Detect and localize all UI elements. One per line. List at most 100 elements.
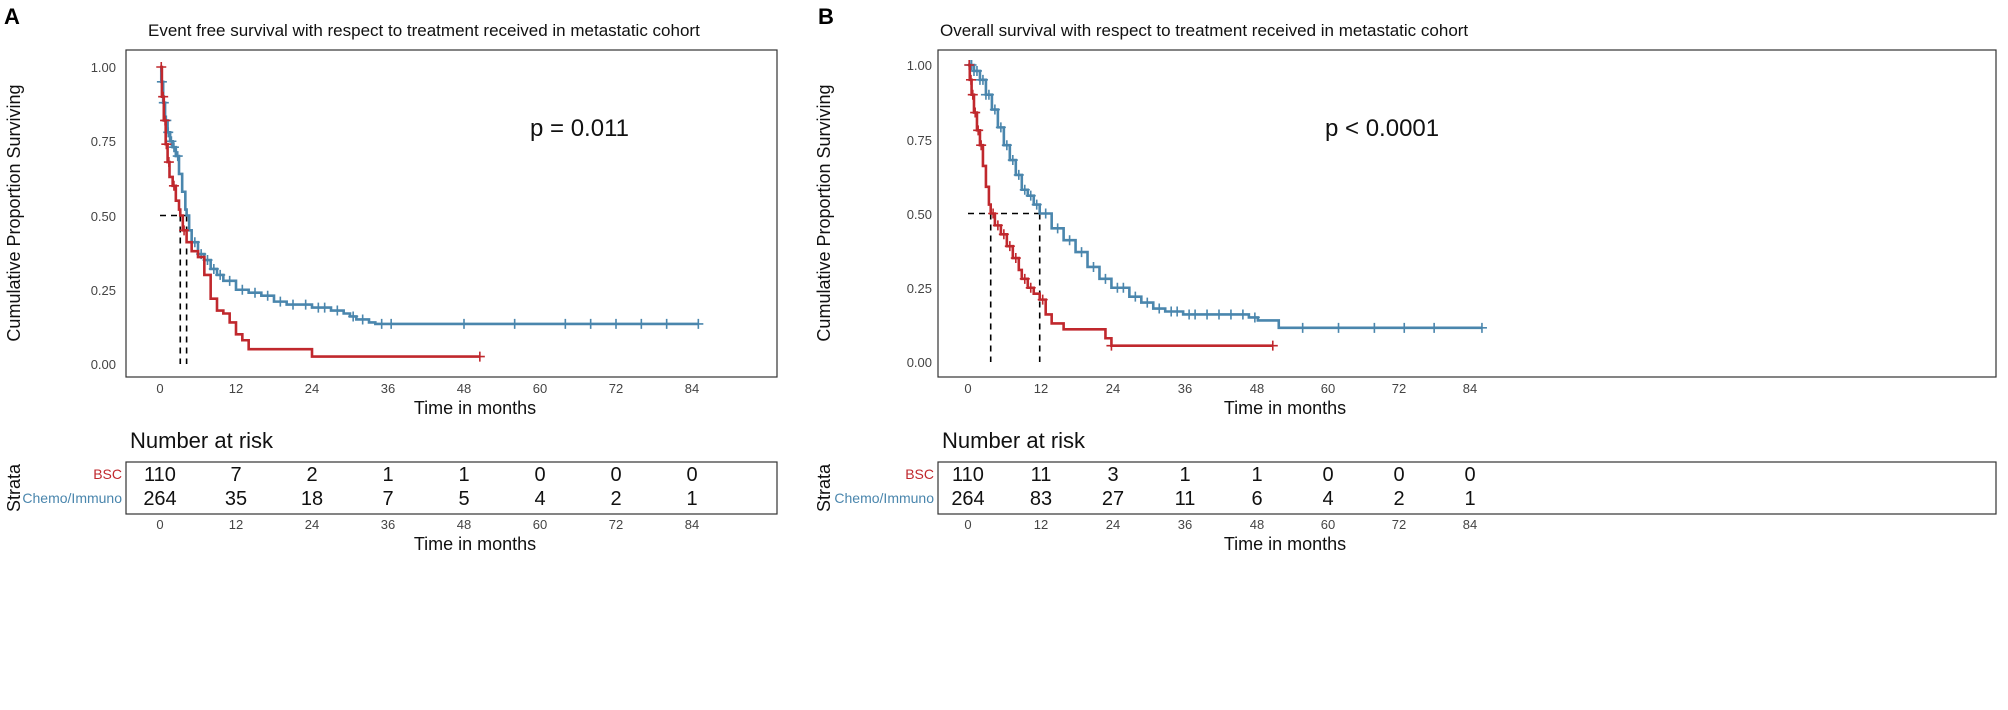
panel-b-y-ticks: 0.00 0.25 0.50 0.75 1.00 xyxy=(907,58,932,370)
risk-value: 0 xyxy=(1393,464,1404,486)
risk-value: 0 xyxy=(1322,464,1333,486)
panel-b-ytick-label: 0.00 xyxy=(907,355,932,370)
censor-mark xyxy=(168,142,179,153)
survival-curve-chemo-immuno xyxy=(968,63,1482,330)
censor-mark xyxy=(1399,322,1410,333)
censor-mark xyxy=(1025,282,1036,293)
risk-value: 110 xyxy=(952,464,984,486)
risk-xtick-label: 12 xyxy=(1034,517,1048,532)
risk-value: 1 xyxy=(1251,464,1262,486)
censor-mark xyxy=(1118,282,1129,293)
censor-mark xyxy=(459,318,469,329)
censor-mark xyxy=(1040,208,1051,219)
censor-mark xyxy=(998,229,1009,240)
censor-mark xyxy=(976,140,987,151)
censor-mark xyxy=(172,151,183,162)
panel-a-label: A xyxy=(4,4,20,29)
survival-curve-bsc xyxy=(160,65,480,358)
censor-mark xyxy=(357,314,368,325)
panel-b-xtick-label: 60 xyxy=(1321,381,1335,396)
panel-a-ytick-label: 1.00 xyxy=(91,60,116,75)
panel-b-strata-bsc: BSC xyxy=(905,466,934,482)
panel-a-strata-label: Strata xyxy=(4,463,24,512)
censor-mark xyxy=(509,318,520,329)
panel-a-risk-frame xyxy=(125,461,778,515)
panel-b-risk-xlabel: Time in months xyxy=(1224,534,1346,554)
panel-b-ytick-label: 1.00 xyxy=(907,58,932,73)
risk-value: 110 xyxy=(144,464,176,486)
censor-mark xyxy=(288,299,298,310)
risk-value: 5 xyxy=(458,488,469,510)
risk-xtick-label: 72 xyxy=(1392,517,1406,532)
risk-value: 1 xyxy=(686,488,697,510)
panel-b-strata-label: Strata xyxy=(814,463,834,512)
panel-a-xtick-label: 84 xyxy=(685,381,699,396)
censor-mark xyxy=(964,60,975,70)
risk-value: 4 xyxy=(1322,488,1333,510)
censor-mark xyxy=(989,104,1000,115)
panel-b-risk-title: Number at risk xyxy=(942,428,1086,453)
panel-b-xtick-label: 36 xyxy=(1178,381,1192,396)
risk-value: 3 xyxy=(1107,464,1118,486)
panel-a-ytick-label: 0.50 xyxy=(91,209,116,224)
panel-a-ytick-label: 0.25 xyxy=(91,283,116,298)
censor-mark xyxy=(1007,155,1018,166)
risk-xtick-label: 12 xyxy=(229,517,243,532)
risk-xtick-label: 36 xyxy=(1178,517,1192,532)
panel-b: B Overall survival with respect to treat… xyxy=(814,4,1997,554)
risk-value: 1 xyxy=(382,464,393,486)
risk-value: 35 xyxy=(225,488,247,510)
panel-a-xlabel: Time in months xyxy=(414,398,536,418)
panel-a-xtick-label: 36 xyxy=(381,381,395,396)
censor-mark xyxy=(168,180,179,191)
censor-mark xyxy=(636,318,647,329)
risk-value: 7 xyxy=(382,488,393,510)
censor-mark xyxy=(1010,253,1021,264)
censor-mark xyxy=(1190,309,1201,320)
risk-value: 1 xyxy=(1464,488,1475,510)
panel-a-xtick-label: 60 xyxy=(533,381,547,396)
risk-xtick-label: 0 xyxy=(964,517,971,532)
panel-b-plot-frame xyxy=(937,49,1997,378)
censor-mark xyxy=(1013,169,1024,180)
panel-a-xtick-label: 72 xyxy=(609,381,623,396)
risk-value: 1 xyxy=(458,464,469,486)
panel-b-ylabel: Cumulative Proportion Surviving xyxy=(814,84,834,341)
panel-a-xtick-label: 48 xyxy=(457,381,471,396)
censor-mark xyxy=(1214,309,1224,320)
censor-mark xyxy=(1019,273,1030,284)
censor-mark xyxy=(208,263,219,274)
censor-mark xyxy=(166,136,177,147)
risk-value: 11 xyxy=(1031,464,1052,486)
risk-value: 0 xyxy=(1464,464,1475,486)
panel-b-xtick-label: 0 xyxy=(964,381,971,396)
censor-mark xyxy=(1004,241,1015,252)
censor-mark xyxy=(1172,306,1183,317)
censor-mark xyxy=(161,139,172,150)
censor-mark xyxy=(995,122,1006,133)
censor-mark xyxy=(983,89,994,100)
panel-a-ylabel: Cumulative Proportion Surviving xyxy=(4,84,24,341)
censor-mark xyxy=(1019,184,1030,195)
risk-xtick-label: 60 xyxy=(1321,517,1335,532)
censor-mark xyxy=(977,74,988,85)
censor-mark xyxy=(1031,199,1042,210)
censor-mark xyxy=(1476,322,1487,333)
panel-a-ytick-label: 0.75 xyxy=(91,134,116,149)
censor-mark xyxy=(1267,340,1278,351)
censor-mark xyxy=(275,296,286,307)
censor-mark xyxy=(693,318,704,329)
risk-value: 2 xyxy=(306,464,317,486)
panel-b-curves xyxy=(964,60,1487,362)
risk-xtick-label: 72 xyxy=(609,517,623,532)
censor-mark xyxy=(224,275,235,286)
risk-xtick-label: 84 xyxy=(685,517,699,532)
risk-value: 27 xyxy=(1102,488,1124,510)
censor-mark xyxy=(970,107,981,118)
panel-a-xtick-label: 24 xyxy=(305,381,319,396)
panel-a-pvalue: p = 0.011 xyxy=(530,115,629,142)
censor-mark xyxy=(971,65,982,76)
censor-mark xyxy=(585,318,596,329)
censor-mark xyxy=(262,290,273,301)
censor-mark xyxy=(215,269,226,280)
